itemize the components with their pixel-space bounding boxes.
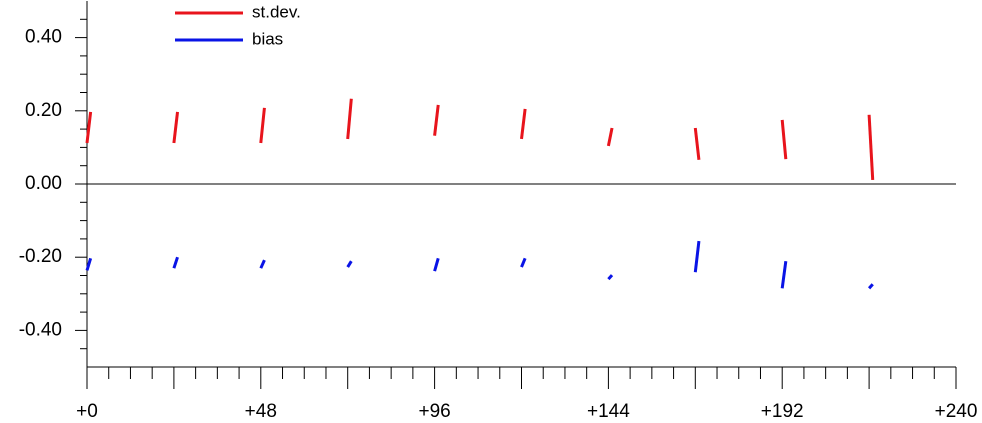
x-tick-label: +0 — [76, 401, 98, 422]
y-tick-label: 0.00 — [25, 173, 62, 194]
segment — [780, 119, 788, 160]
segment — [693, 127, 701, 161]
segment — [346, 98, 353, 140]
y-tick-label: 0.20 — [25, 100, 62, 121]
legend-label: st.dev. — [252, 2, 301, 21]
segment — [606, 127, 614, 147]
segment — [867, 114, 875, 181]
x-tick-label: +240 — [935, 401, 978, 422]
x-tick-label: +144 — [587, 401, 630, 422]
segment — [780, 261, 788, 289]
y-tick-label: 0.40 — [25, 27, 62, 48]
segment — [85, 257, 93, 271]
segment — [259, 259, 266, 269]
segment — [607, 274, 614, 281]
segment — [520, 108, 527, 140]
segment — [433, 257, 440, 272]
segment — [172, 256, 179, 269]
x-tick-label: +96 — [418, 401, 450, 422]
x-tick-label: +192 — [761, 401, 804, 422]
y-tick-label: -0.20 — [19, 246, 62, 267]
legend-label: bias — [252, 29, 283, 48]
y-tick-label: -0.40 — [19, 319, 62, 340]
segment — [433, 104, 440, 136]
x-tick-label: +48 — [245, 401, 277, 422]
segment — [867, 283, 874, 290]
segment — [346, 260, 353, 268]
segment — [693, 240, 701, 273]
segment — [85, 111, 93, 144]
segment — [520, 257, 527, 268]
segment — [172, 111, 180, 144]
segment — [259, 107, 266, 144]
